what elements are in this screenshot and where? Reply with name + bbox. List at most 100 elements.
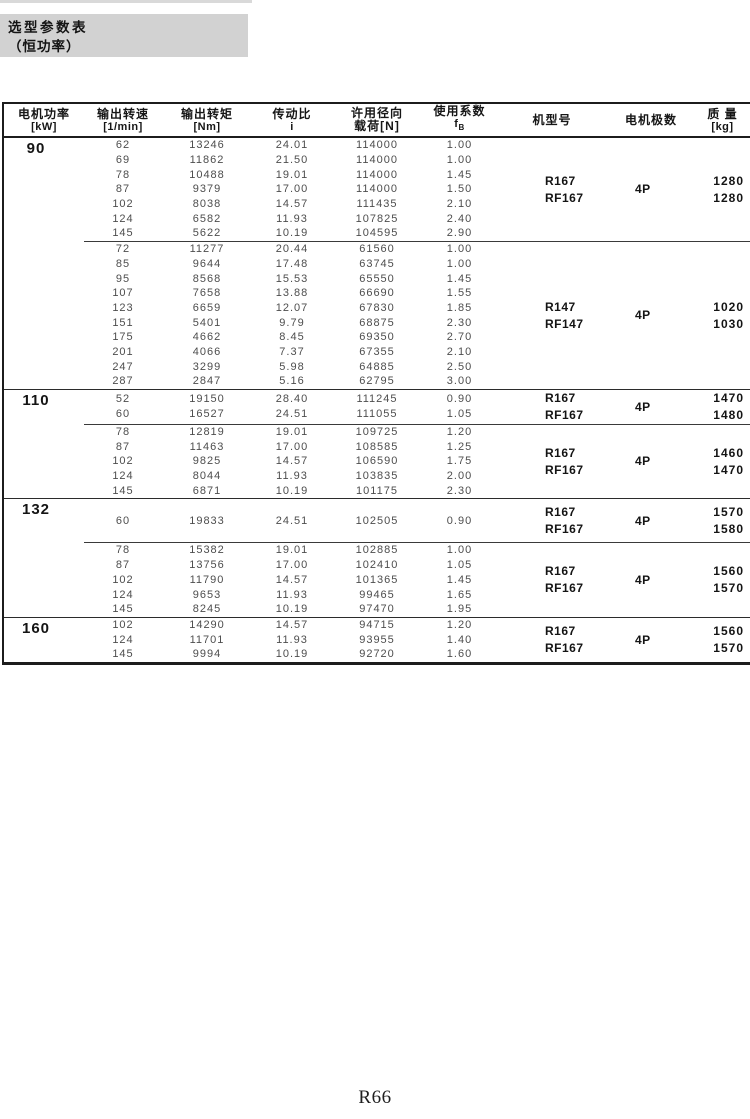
cell: 1.05 <box>446 559 473 572</box>
cell: 101175 <box>356 484 398 497</box>
table-row: 72 11277 20.44 61560 1.00 <box>84 242 497 257</box>
table-sections: 90 62 13246 24.01 114000 1.00 69 11862 21.50 1140… <box>4 138 750 662</box>
cell: 1.50 <box>446 183 473 196</box>
cell: 2.30 <box>446 316 473 329</box>
model-code: R167 <box>545 624 576 639</box>
model-code: R167 <box>545 173 576 188</box>
cell: 94715 <box>359 618 395 631</box>
table-row: 102 8038 14.57 111435 2.10 <box>84 197 497 212</box>
header-radial-load: 许用径向 载荷[N] <box>350 106 403 133</box>
mass-value: 1030 <box>713 316 744 331</box>
data-rows: 60 19833 24.51 102505 0.90 <box>84 499 497 542</box>
cell: 92720 <box>359 648 395 661</box>
cell: 9994 <box>192 648 222 661</box>
cell: 64885 <box>359 360 395 373</box>
power-value: 132 <box>21 501 51 519</box>
cell: 13756 <box>189 559 225 572</box>
cell: 102 <box>112 198 134 211</box>
mass-value: 1460 <box>713 445 744 460</box>
cell: 111055 <box>356 408 398 421</box>
model-area: R147 1020 RF147 1030 4P <box>497 242 750 389</box>
table-block: 78 12819 19.01 109725 1.20 87 11463 17.00 108585… <box>84 423 750 498</box>
cell: 108585 <box>355 440 399 453</box>
table-row: 62 13246 24.01 114000 1.00 <box>84 138 497 153</box>
cell: 8245 <box>192 603 222 616</box>
cell: 11862 <box>189 154 225 167</box>
cell: 17.48 <box>275 257 309 270</box>
power-value: 90 <box>26 140 46 157</box>
cell: 67355 <box>359 345 395 358</box>
cell: 87 <box>115 559 131 572</box>
cell: 1.00 <box>446 257 473 270</box>
mass-value: 1280 <box>713 173 744 188</box>
cell: 60 <box>115 514 131 527</box>
model-code: RF167 <box>545 462 584 477</box>
cell: 9379 <box>192 183 222 196</box>
cell: 12.07 <box>275 301 309 314</box>
cell: 0.90 <box>446 393 473 406</box>
cell: 2.00 <box>446 470 473 483</box>
table-row: 78 15382 19.01 102885 1.00 <box>84 543 497 558</box>
model-line: R167 1560 <box>545 623 750 640</box>
model-code: R167 <box>545 445 576 460</box>
pole-count: 4P <box>635 572 651 587</box>
table-row: 145 9994 10.19 92720 1.60 <box>84 647 497 662</box>
cell: 9644 <box>192 257 222 270</box>
table-row: 247 3299 5.98 64885 2.50 <box>84 359 497 374</box>
cell: 7658 <box>192 287 222 300</box>
model-line: RF167 1580 <box>545 521 750 538</box>
cell: 102505 <box>355 514 399 527</box>
cell: 20.44 <box>275 243 309 256</box>
cell: 4066 <box>192 345 222 358</box>
cell: 63745 <box>359 257 395 270</box>
model-area: R167 1470 RF167 1480 4P <box>497 390 750 424</box>
model-area: R167 1560 RF167 1570 4P <box>497 543 750 616</box>
table-block: 72 11277 20.44 61560 1.00 85 9644 17.48 63745 1.0… <box>84 240 750 389</box>
cell: 111245 <box>356 393 398 406</box>
table-row: 52 19150 28.40 111245 0.90 <box>84 392 497 407</box>
table-row: 151 5401 9.79 68875 2.30 <box>84 315 497 330</box>
mass-value: 1570 <box>713 581 744 596</box>
table-block: 62 13246 24.01 114000 1.00 69 11862 21.50 114000… <box>84 138 750 241</box>
model-code: RF167 <box>545 408 584 423</box>
cell: 1.65 <box>446 588 473 601</box>
data-rows: 78 12819 19.01 109725 1.20 87 11463 17.00 108585… <box>84 425 497 498</box>
cell: 109725 <box>355 426 399 439</box>
pole-count: 4P <box>635 454 651 469</box>
cell: 114000 <box>356 139 398 152</box>
model-area: R167 1460 RF167 1470 4P <box>497 425 750 498</box>
cell: 1.45 <box>446 168 473 181</box>
cell: 24.01 <box>275 139 309 152</box>
model-code: R167 <box>545 505 576 520</box>
cell: 2.10 <box>446 198 473 211</box>
data-rows: 62 13246 24.01 114000 1.00 69 11862 21.50 114000… <box>84 138 497 241</box>
header-mass: 质 量 [kg] <box>707 106 738 133</box>
cell: 145 <box>112 484 134 497</box>
cell: 106590 <box>355 455 399 468</box>
cell: 114000 <box>356 168 398 181</box>
cell: 5401 <box>192 316 222 329</box>
model-code: RF147 <box>545 316 584 331</box>
cell: 17.00 <box>275 183 309 196</box>
model-code: R167 <box>545 564 576 579</box>
cell: 14.57 <box>275 455 309 468</box>
data-rows: 102 14290 14.57 94715 1.20 124 11701 11.93 93955… <box>84 618 497 662</box>
cell: 14.57 <box>275 573 309 586</box>
table-block: 52 19150 28.40 111245 0.90 60 16527 24.51 111055… <box>84 390 750 424</box>
cell: 145 <box>112 227 134 240</box>
cell: 10488 <box>189 168 225 181</box>
cell: 247 <box>112 360 134 373</box>
cell: 1.05 <box>446 408 473 421</box>
table-row: 87 11463 17.00 108585 1.25 <box>84 439 497 454</box>
cell: 11463 <box>189 440 225 453</box>
cell: 1.20 <box>446 426 473 439</box>
cell: 8038 <box>192 198 222 211</box>
table-block: 60 19833 24.51 102505 0.90 R167 1570 RF167 1580 4… <box>84 499 750 542</box>
mass-value: 1560 <box>713 624 744 639</box>
cell: 124 <box>112 212 134 225</box>
cell: 85 <box>115 257 131 270</box>
cell: 19150 <box>189 393 225 406</box>
header-service-factor: 使用系数 fB <box>433 104 486 133</box>
model-line: R167 1280 <box>545 172 750 189</box>
cell: 78 <box>115 544 131 557</box>
